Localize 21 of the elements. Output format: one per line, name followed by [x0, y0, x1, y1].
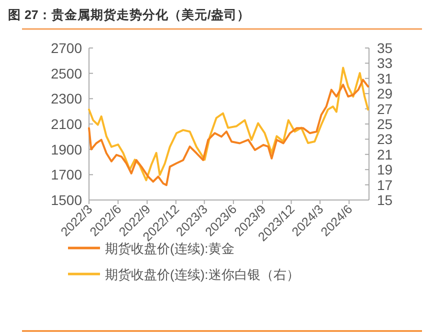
y-tick-label: 1700: [50, 166, 82, 183]
y2-tick-label: 21: [377, 146, 393, 162]
y2-tick-label: 33: [377, 55, 393, 72]
y2-tick-label: 27: [377, 100, 393, 117]
y2-tick-label: 15: [377, 192, 393, 208]
y2-tick-label: 25: [377, 116, 393, 132]
y-tick-label: 1900: [50, 141, 82, 158]
y2-tick-label: 17: [377, 176, 393, 193]
y-tick-label: 2300: [50, 90, 82, 107]
chart-title: 图 27：贵金属期货走势分化（美元/盎司）: [8, 7, 250, 22]
y-tick-label: 2700: [50, 40, 82, 56]
legend-label: 期货收盘价(连续):黄金: [105, 241, 234, 256]
y2-tick-label: 35: [377, 40, 393, 56]
y2-tick-label: 23: [377, 131, 393, 148]
y-tick-label: 2500: [50, 65, 82, 82]
y-tick-label: 2100: [50, 116, 82, 132]
y2-tick-label: 29: [377, 86, 393, 102]
y2-tick-label: 19: [377, 162, 393, 178]
legend-label: 期货收盘价(连续):迷你白银（右）: [105, 267, 300, 282]
y2-tick-label: 31: [377, 70, 393, 86]
y-tick-label: 1500: [50, 192, 82, 208]
